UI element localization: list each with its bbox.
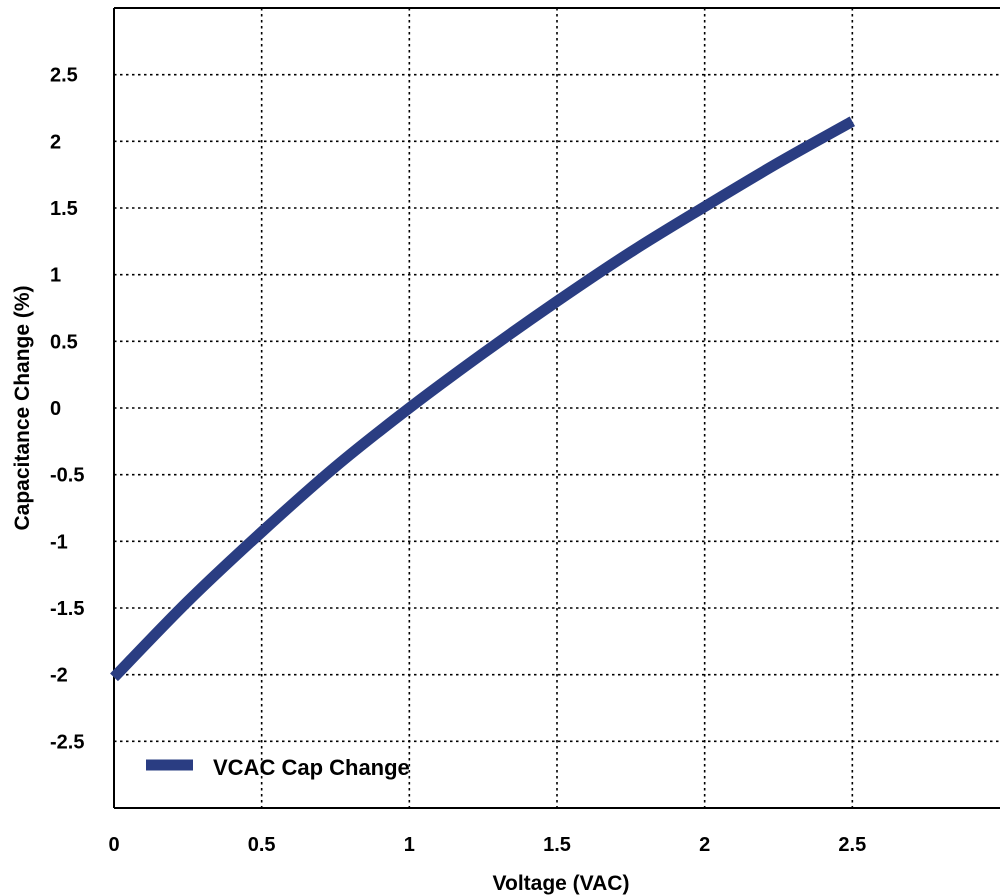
y-tick-label: -1 <box>50 531 68 553</box>
x-tick-label: 2 <box>699 834 710 856</box>
series-layer <box>110 116 856 682</box>
x-tick-label: 1 <box>404 834 415 856</box>
y-tick-label: 0 <box>50 398 61 420</box>
x-tick-label: 1.5 <box>543 834 571 856</box>
series-line <box>110 116 856 682</box>
grid-lines <box>114 8 1000 808</box>
y-tick-label: 0.5 <box>50 331 78 353</box>
legend-label: VCAC Cap Change <box>213 755 410 780</box>
y-tick-labels: 2.5 2 1.5 1 0.5 0 -0.5 -1 -1.5 -2 -2.5 <box>50 65 84 754</box>
y-tick-label: -2.5 <box>50 731 84 753</box>
y-tick-label: -0.5 <box>50 465 84 487</box>
y-tick-label: 1.5 <box>50 198 78 220</box>
x-tick-label: 0.5 <box>248 834 276 856</box>
legend: VCAC Cap Change <box>146 755 410 780</box>
x-axis-title: Voltage (VAC) <box>493 872 630 895</box>
y-tick-label: -2 <box>50 665 68 687</box>
y-tick-label: 2.5 <box>50 65 78 87</box>
x-tick-labels: 0 0.5 1 1.5 2 2.5 <box>108 834 866 856</box>
x-tick-label: 0 <box>108 834 119 856</box>
y-tick-label: -1.5 <box>50 598 84 620</box>
y-axis-title: Capacitance Change (%) <box>11 285 34 530</box>
y-tick-label: 1 <box>50 265 61 287</box>
y-tick-label: 2 <box>50 131 61 153</box>
x-tick-label: 2.5 <box>838 834 866 856</box>
